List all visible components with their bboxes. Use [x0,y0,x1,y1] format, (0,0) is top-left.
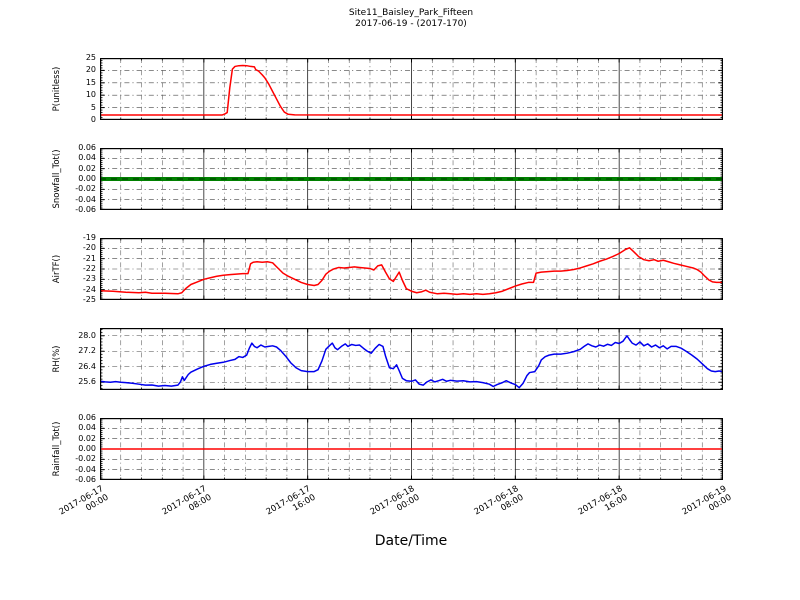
y-tick-label: 0.02 [78,163,96,173]
subplot-snowfall-canvas [100,148,723,210]
axes-spines [100,238,723,300]
y-tick-label: -23 [82,274,96,284]
y-tick-label: 0.04 [78,423,96,433]
axes-spines [100,58,723,120]
y-tick-label: 0.00 [78,174,96,183]
x-tick-label: 2017-06-18 08:00 [473,484,526,526]
y-tick-label: -20 [82,243,96,253]
y-tick-label: 0.02 [78,433,96,443]
y-tick-label: 0.04 [78,153,96,163]
y-tick-label: 0.06 [78,413,96,422]
y-tick-label: -0.06 [75,475,96,484]
subplot-p-canvas [100,58,723,120]
y-axis-label-airtf: AirTF() [52,254,62,284]
y-tick-label: -24 [82,284,96,294]
y-axis-label-rh: RH(%) [52,345,62,373]
x-axis-title: Date/Time [374,533,448,549]
y-tick-label: -25 [82,295,96,304]
y-tick-label: -0.02 [75,454,96,464]
y-tick-label: -19 [82,233,96,242]
y-tick-label: -0.04 [75,194,96,204]
y-tick-label: 10 [85,90,96,100]
subplot-rainfall-canvas [100,418,723,480]
y-tick-label: -0.04 [75,464,96,474]
y-tick-label: 25.6 [78,377,96,387]
x-tick-label: 2017-06-19 00:00 [680,484,733,526]
subplot-p [100,58,723,120]
subplot-rh [100,328,723,390]
axes-spines [100,418,723,480]
series-airtf [100,247,723,296]
y-tick-label: 28.0 [78,330,96,340]
x-tick-label: 2017-06-18 00:00 [369,484,422,526]
chart-title-line2: 2017-06-19 - (2017-170) [355,19,467,29]
y-tick-label: 0.06 [78,143,96,152]
y-axis-label-p: P(unitless) [52,66,62,112]
y-axis-label-snowfall: Snowfall_Tot() [52,149,62,209]
subplot-airtf-canvas [100,238,723,300]
y-tick-label: 0.00 [78,444,96,453]
x-tick-label: 2017-06-17 16:00 [265,484,318,526]
y-tick-label: 5 [90,102,96,112]
y-axis-label-rainfall: Rainfall_Tot() [52,421,62,477]
y-tick-label: -0.02 [75,184,96,194]
y-tick-label: 27.2 [78,346,96,356]
subplot-rainfall [100,418,723,480]
y-tick-label: 20 [85,65,96,75]
series-p [100,64,723,116]
x-tick-label: 2017-06-18 16:00 [576,484,629,526]
y-tick-label: 25 [85,53,96,62]
x-tick-label: 2017-06-17 00:00 [57,484,110,526]
y-tick-label: -22 [82,264,96,273]
chart-title-line1: Site11_Baisley_Park_Fifteen [348,8,474,18]
subplot-airtf [100,238,723,300]
y-tick-label: -0.06 [75,205,96,214]
chart-title: Site11_Baisley_Park_Fifteen 2017-06-19 -… [349,8,473,30]
y-tick-label: 26.4 [78,361,96,371]
subplot-rh-canvas [100,328,723,390]
axes-spines [100,148,723,210]
subplot-snowfall [100,148,723,210]
y-tick-label: 15 [85,77,96,87]
y-tick-label: -21 [82,253,96,263]
y-tick-label: 0 [90,115,96,124]
axes-spines [100,328,723,390]
series-rh [100,335,723,389]
x-tick-label: 2017-06-17 08:00 [161,484,214,526]
